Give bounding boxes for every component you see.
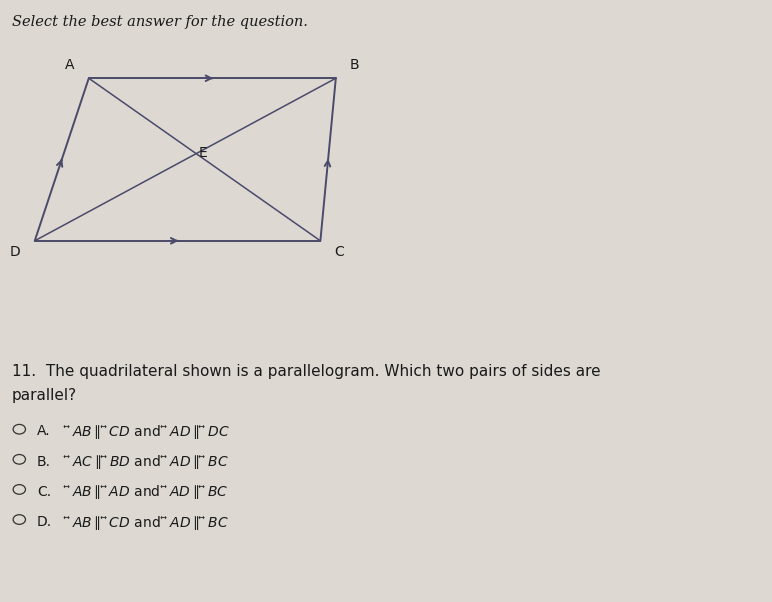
- Text: $\overleftrightarrow{AB}\parallel\overleftrightarrow{AD}$ and $\overleftrightarr: $\overleftrightarrow{AB}\parallel\overle…: [63, 483, 229, 501]
- Text: $\overleftrightarrow{AB}\parallel\overleftrightarrow{CD}$ and $\overleftrightarr: $\overleftrightarrow{AB}\parallel\overle…: [63, 514, 229, 532]
- Text: $\overleftrightarrow{AC}\parallel\overleftrightarrow{BD}$ and $\overleftrightarr: $\overleftrightarrow{AC}\parallel\overle…: [63, 453, 229, 471]
- Text: Select the best answer for the question.: Select the best answer for the question.: [12, 15, 307, 29]
- Text: D: D: [10, 245, 21, 259]
- Text: A: A: [66, 58, 75, 72]
- Text: $\overleftrightarrow{AB}\parallel\overleftrightarrow{CD}$ and $\overleftrightarr: $\overleftrightarrow{AB}\parallel\overle…: [63, 423, 230, 441]
- Text: 11.  The quadrilateral shown is a parallelogram. Which two pairs of sides are: 11. The quadrilateral shown is a paralle…: [12, 364, 600, 379]
- Text: C: C: [334, 245, 344, 259]
- Text: E: E: [198, 146, 207, 161]
- Text: A.: A.: [37, 424, 51, 438]
- Text: parallel?: parallel?: [12, 388, 76, 403]
- Text: B.: B.: [37, 455, 51, 468]
- Text: B: B: [350, 58, 359, 72]
- Text: D.: D.: [37, 515, 52, 529]
- Text: C.: C.: [37, 485, 51, 498]
